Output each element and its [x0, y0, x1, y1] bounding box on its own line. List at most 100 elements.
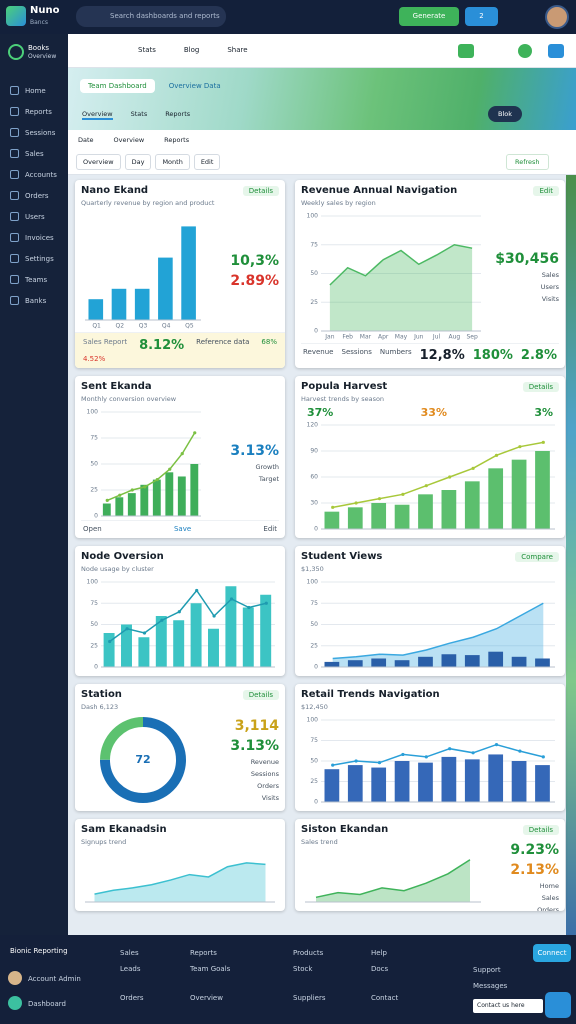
bar [441, 756, 457, 802]
filter-button[interactable]: Edit [193, 154, 221, 170]
footer-link[interactable]: Leads [120, 965, 141, 973]
filter-button[interactable]: Overview [76, 154, 121, 170]
search-box[interactable]: Search dashboards and reports [76, 6, 226, 27]
legend-item: Sales [541, 270, 559, 279]
chat-item[interactable]: Support [473, 966, 501, 974]
point [401, 752, 405, 757]
kpi: 3,114 [234, 718, 279, 734]
card-subtitle: Quarterly revenue by region and product [81, 199, 215, 207]
footer-link[interactable]: Reports [190, 949, 217, 957]
filter-row: Date Overview Reports [78, 136, 189, 144]
connect-button[interactable]: Connect [533, 944, 571, 962]
toolbar-item[interactable]: Blog [183, 46, 200, 54]
tool-icon[interactable] [518, 44, 532, 58]
filter-item[interactable]: Overview [113, 136, 145, 144]
tool-icon[interactable] [548, 44, 564, 58]
bar [511, 459, 527, 529]
card-badge[interactable]: Edit [533, 185, 559, 196]
line [332, 743, 544, 766]
filter-item[interactable]: Date [78, 136, 94, 144]
x-tick-label: Q3 [139, 323, 148, 330]
refresh-button[interactable]: Refresh [506, 154, 549, 170]
bar [464, 655, 480, 667]
chart: 72 [100, 717, 186, 803]
tool-icon[interactable] [458, 44, 474, 58]
banner-subtab[interactable]: Stats [130, 110, 148, 118]
footer-link[interactable]: Team Goals [190, 965, 231, 973]
x-tick-label: Aug [448, 334, 460, 341]
side-item[interactable]: Reports [0, 101, 68, 122]
banner-subtab[interactable]: Reports [165, 110, 191, 118]
side-label: Sales [25, 149, 44, 158]
filter-item[interactable]: Reports [164, 136, 190, 144]
side-icon [10, 128, 19, 137]
card-badge[interactable]: Details [242, 185, 279, 196]
card-subtitle: Harvest trends by season [301, 395, 385, 403]
side-item[interactable]: Sales [0, 143, 68, 164]
kpi: 9.23% [510, 841, 559, 858]
x-tick-label: Jul [432, 334, 441, 341]
area [316, 859, 470, 902]
side-item[interactable]: Teams [0, 269, 68, 290]
y-tick-label: 75 [310, 600, 318, 607]
avatar[interactable] [545, 5, 569, 29]
generate-button[interactable]: Generate [399, 7, 459, 26]
chat-button[interactable] [545, 992, 571, 1018]
point [264, 601, 268, 605]
side-item[interactable]: Settings [0, 248, 68, 269]
side-icon [10, 170, 19, 179]
filter-button[interactable]: Day [124, 154, 152, 170]
footer-link[interactable]: Contact [371, 994, 399, 1002]
side-item[interactable]: Orders [0, 185, 68, 206]
side-item[interactable]: Invoices [0, 227, 68, 248]
side-label: Banks [25, 296, 47, 305]
card-badge[interactable]: Details [242, 689, 279, 700]
footer-link[interactable]: Products [293, 949, 324, 957]
side-label: Settings [25, 254, 54, 263]
card-badge[interactable]: Compare [515, 551, 559, 562]
point [448, 747, 452, 751]
point [354, 501, 358, 505]
point [212, 614, 216, 618]
bar [535, 765, 550, 802]
card-header: Sam Ekanadsin [81, 824, 279, 835]
side-item[interactable]: Banks [0, 290, 68, 311]
side-item[interactable]: Home [0, 80, 68, 101]
footer-link[interactable]: Orders [120, 994, 144, 1002]
x-tick-label: Jun [413, 334, 424, 341]
side-item[interactable]: Sessions [0, 122, 68, 143]
bar [177, 476, 186, 516]
side-label: Orders [25, 191, 49, 200]
footer-link[interactable]: Sales [120, 949, 139, 957]
footer-link[interactable]: Help [371, 949, 387, 957]
banner-subtab[interactable]: Overview [82, 110, 113, 120]
logo [6, 6, 26, 26]
card: Nano Ekand Details Quarterly revenue by re… [75, 180, 285, 368]
banner-tab[interactable]: Overview Data [168, 82, 221, 90]
side-item[interactable]: Accounts [0, 164, 68, 185]
point [541, 755, 545, 759]
card-badge[interactable]: Details [522, 824, 559, 835]
chat-item[interactable]: Messages [473, 982, 508, 990]
point [471, 466, 475, 470]
card: Revenue Annual Navigation Edit Weekly sale… [295, 180, 565, 368]
banner-tab[interactable]: Team Dashboard [80, 79, 155, 93]
toolbar-item[interactable]: Share [227, 46, 248, 54]
footer-link[interactable]: Docs [371, 965, 389, 973]
y-tick-label: 50 [90, 461, 98, 468]
chart: 0 25 50 75 100 [87, 409, 201, 520]
filter-button[interactable]: Month [155, 154, 190, 170]
contact-box[interactable]: Contact us here [473, 999, 543, 1013]
side-item[interactable]: Users [0, 206, 68, 227]
footer-link[interactable]: Overview [190, 994, 223, 1002]
footer-link[interactable]: Suppliers [293, 994, 326, 1002]
stat: 33% [420, 406, 447, 419]
toolbar-item[interactable]: Stats [138, 46, 156, 54]
card-badge[interactable]: Details [522, 381, 559, 392]
banner-right[interactable]: Blok [488, 106, 523, 122]
toolbar-items: Stats Blog Share [138, 46, 248, 54]
bar [418, 494, 433, 529]
brand-sub: Bancs [30, 19, 49, 26]
alerts-button[interactable]: 2 [465, 7, 498, 26]
footer-link[interactable]: Stock [293, 965, 313, 973]
